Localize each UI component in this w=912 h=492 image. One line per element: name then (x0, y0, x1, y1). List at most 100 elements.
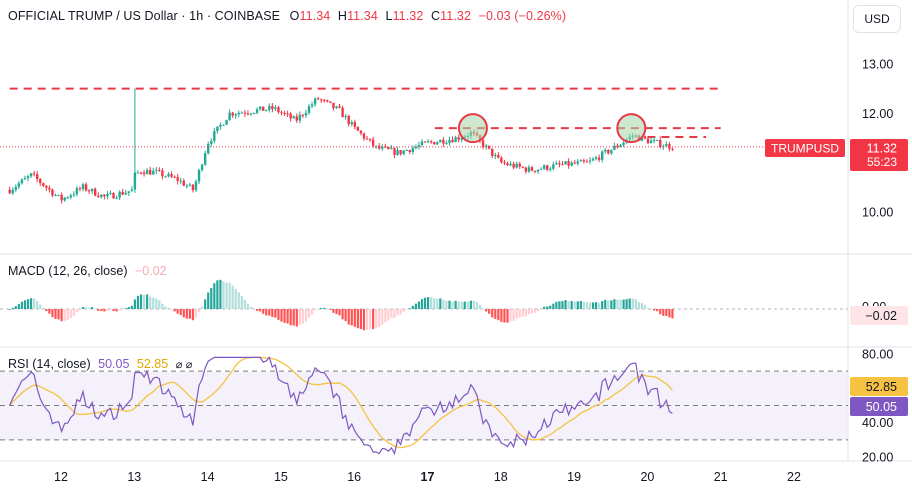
rsi-badge-value: 50.05 (866, 400, 897, 414)
macd-bar (622, 299, 625, 309)
macd-bar (48, 309, 51, 314)
candle-body (243, 112, 247, 114)
candle-body (423, 141, 427, 143)
macd-bar (109, 309, 112, 310)
candle-body (390, 148, 393, 150)
macd-bar (414, 303, 417, 309)
macd-bar (310, 309, 314, 315)
macd-bar (133, 299, 137, 309)
candle-body (536, 169, 540, 172)
hide-icon[interactable]: ⌀ (175, 359, 183, 371)
macd-bar (188, 309, 191, 319)
candle-body (234, 114, 237, 116)
candle-body (66, 197, 69, 199)
candle-body (301, 114, 305, 116)
candle-body (155, 169, 158, 171)
macd-bar (255, 309, 259, 311)
price-tick-label: 10.00 (862, 206, 893, 220)
symbol-title[interactable]: OFFICIAL TRUMP / US Dollar · 1h · COINBA… (8, 9, 281, 23)
candle-body (429, 141, 433, 143)
macd-bar (637, 302, 640, 309)
time-tick-label: 13 (127, 470, 141, 484)
candle-body (274, 107, 277, 109)
rsi-legend[interactable]: RSI (14, close) 50.05 52.85 ⌀ ⌀ (8, 357, 192, 371)
macd-bar (103, 309, 106, 312)
candle-body (610, 149, 613, 154)
macd-bar (271, 309, 274, 318)
macd-bar (332, 309, 335, 313)
candle-body (597, 157, 601, 160)
candle-body (127, 191, 131, 193)
macd-bar (155, 298, 158, 309)
candle-body (665, 144, 668, 147)
candle-body (219, 124, 222, 127)
candle-body (445, 142, 448, 144)
candle-body (607, 149, 610, 154)
candle-body (585, 161, 589, 163)
candle-body (460, 138, 463, 140)
macd-bar (463, 301, 466, 309)
macd-bar (561, 301, 564, 309)
highlight-circle[interactable] (457, 113, 488, 144)
macd-bar (243, 299, 246, 309)
symbol-header[interactable]: OFFICIAL TRUMP / US Dollar · 1h · COINBA… (8, 9, 566, 23)
macd-bar (42, 308, 45, 309)
macd-value-badge: −0.02 (850, 306, 908, 325)
macd-bar (512, 309, 515, 322)
candle-body (527, 167, 531, 172)
candle-body (622, 142, 625, 146)
macd-bar (8, 309, 11, 310)
macd-bar (249, 306, 253, 309)
candle-body (396, 150, 399, 155)
macd-bar (100, 309, 103, 311)
macd-bar (536, 309, 540, 312)
price-tick-label: 13.00 (862, 58, 893, 72)
macd-bar (540, 309, 543, 310)
candle-body (494, 154, 497, 157)
candle-body (139, 172, 143, 174)
candle-body (655, 139, 659, 141)
macd-bar (604, 299, 607, 309)
macd-bar (350, 309, 353, 326)
macd-bar (130, 305, 133, 309)
hide-icon[interactable]: ⌀ (185, 359, 193, 371)
candle-body (210, 140, 213, 144)
macd-bar (442, 299, 445, 309)
macd-bar (36, 301, 39, 309)
highlight-circle[interactable] (616, 113, 647, 144)
macd-bar (274, 309, 277, 318)
macd-bar (225, 282, 228, 309)
candle-body (353, 122, 357, 127)
candle-body (48, 187, 51, 190)
macd-bar (45, 309, 48, 312)
macd-bar (378, 309, 381, 328)
candle-body (258, 106, 262, 110)
macd-bar (591, 302, 595, 309)
candle-body (69, 195, 72, 198)
macd-bar (417, 301, 421, 309)
candle-body (524, 167, 528, 172)
macd-badge-value: −0.02 (865, 309, 897, 323)
candle-body (167, 173, 170, 177)
macd-bar (433, 298, 436, 309)
macd-bar (118, 309, 121, 310)
macd-bar (427, 297, 430, 309)
macd-bar (60, 309, 63, 322)
macd-bar (23, 300, 27, 309)
macd-bar (420, 299, 424, 309)
macd-bar (136, 295, 140, 309)
currency-button[interactable]: USD (853, 5, 901, 33)
candle-body (555, 163, 558, 165)
macd-bar (576, 301, 579, 309)
macd-bar (14, 306, 17, 309)
macd-bar (204, 299, 207, 309)
macd-bar (228, 282, 231, 309)
macd-legend[interactable]: MACD (12, 26, close) −0.02 (8, 264, 167, 278)
time-tick-label: 22 (787, 470, 801, 484)
macd-bar (543, 306, 546, 309)
candle-body (307, 106, 311, 113)
time-tick-label: 15 (274, 470, 288, 484)
candle-body (152, 170, 155, 175)
macd-bar (78, 309, 82, 311)
